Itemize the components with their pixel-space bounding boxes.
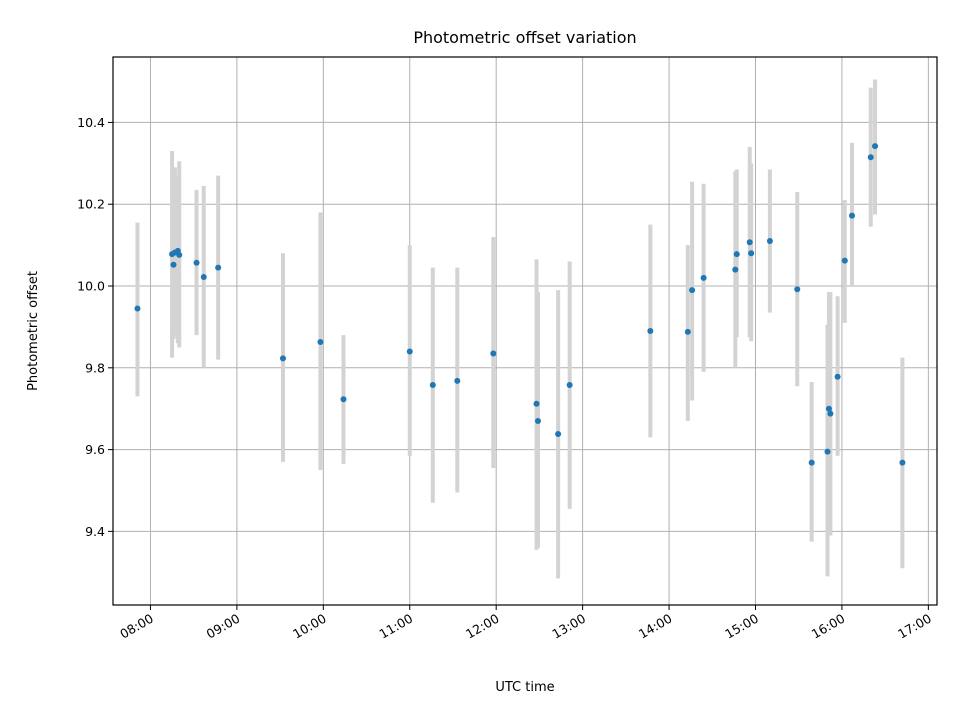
data-point [317, 339, 324, 346]
data-point [200, 274, 207, 281]
chart-title: Photometric offset variation [413, 28, 636, 47]
data-point [872, 143, 879, 150]
data-point [849, 212, 856, 219]
data-point [746, 239, 753, 246]
data-point [490, 350, 497, 357]
data-point [429, 381, 436, 388]
data-point [176, 251, 183, 258]
data-point [808, 459, 815, 466]
data-point [766, 238, 773, 245]
data-point [899, 459, 906, 466]
y-tick-label: 9.4 [85, 524, 105, 539]
y-tick-label: 10.2 [77, 197, 105, 212]
data-point [732, 266, 739, 273]
y-axis-label: Photometric offset [26, 271, 41, 391]
data-point [824, 448, 831, 455]
data-point [279, 355, 286, 362]
data-point [825, 405, 832, 412]
y-tick-label: 10.0 [77, 279, 105, 294]
data-point [689, 287, 696, 294]
y-tick-label: 9.8 [85, 360, 105, 375]
data-point [748, 250, 755, 257]
x-axis-label: UTC time [495, 680, 554, 695]
data-point [733, 251, 740, 258]
data-point [647, 328, 654, 334]
data-point [834, 373, 841, 380]
data-point [215, 264, 222, 271]
data-point [794, 286, 801, 293]
y-tick-label: 10.4 [77, 115, 105, 130]
data-point [406, 348, 413, 355]
data-point [555, 431, 562, 438]
data-point [454, 377, 461, 384]
data-point [534, 417, 541, 424]
data-point [533, 400, 540, 407]
plot-area [113, 57, 937, 605]
data-point [827, 410, 834, 417]
data-point [340, 396, 347, 403]
y-tick-label: 9.6 [85, 442, 105, 457]
data-point [134, 305, 141, 312]
data-point [566, 381, 573, 388]
plot-frame [112, 56, 938, 606]
data-point [684, 328, 691, 335]
data-point [700, 274, 707, 281]
grid-lines [113, 57, 937, 605]
data-point [867, 154, 874, 161]
data-point [170, 261, 177, 268]
data-point [193, 259, 200, 266]
data-point [841, 257, 848, 264]
data-points [134, 143, 906, 466]
